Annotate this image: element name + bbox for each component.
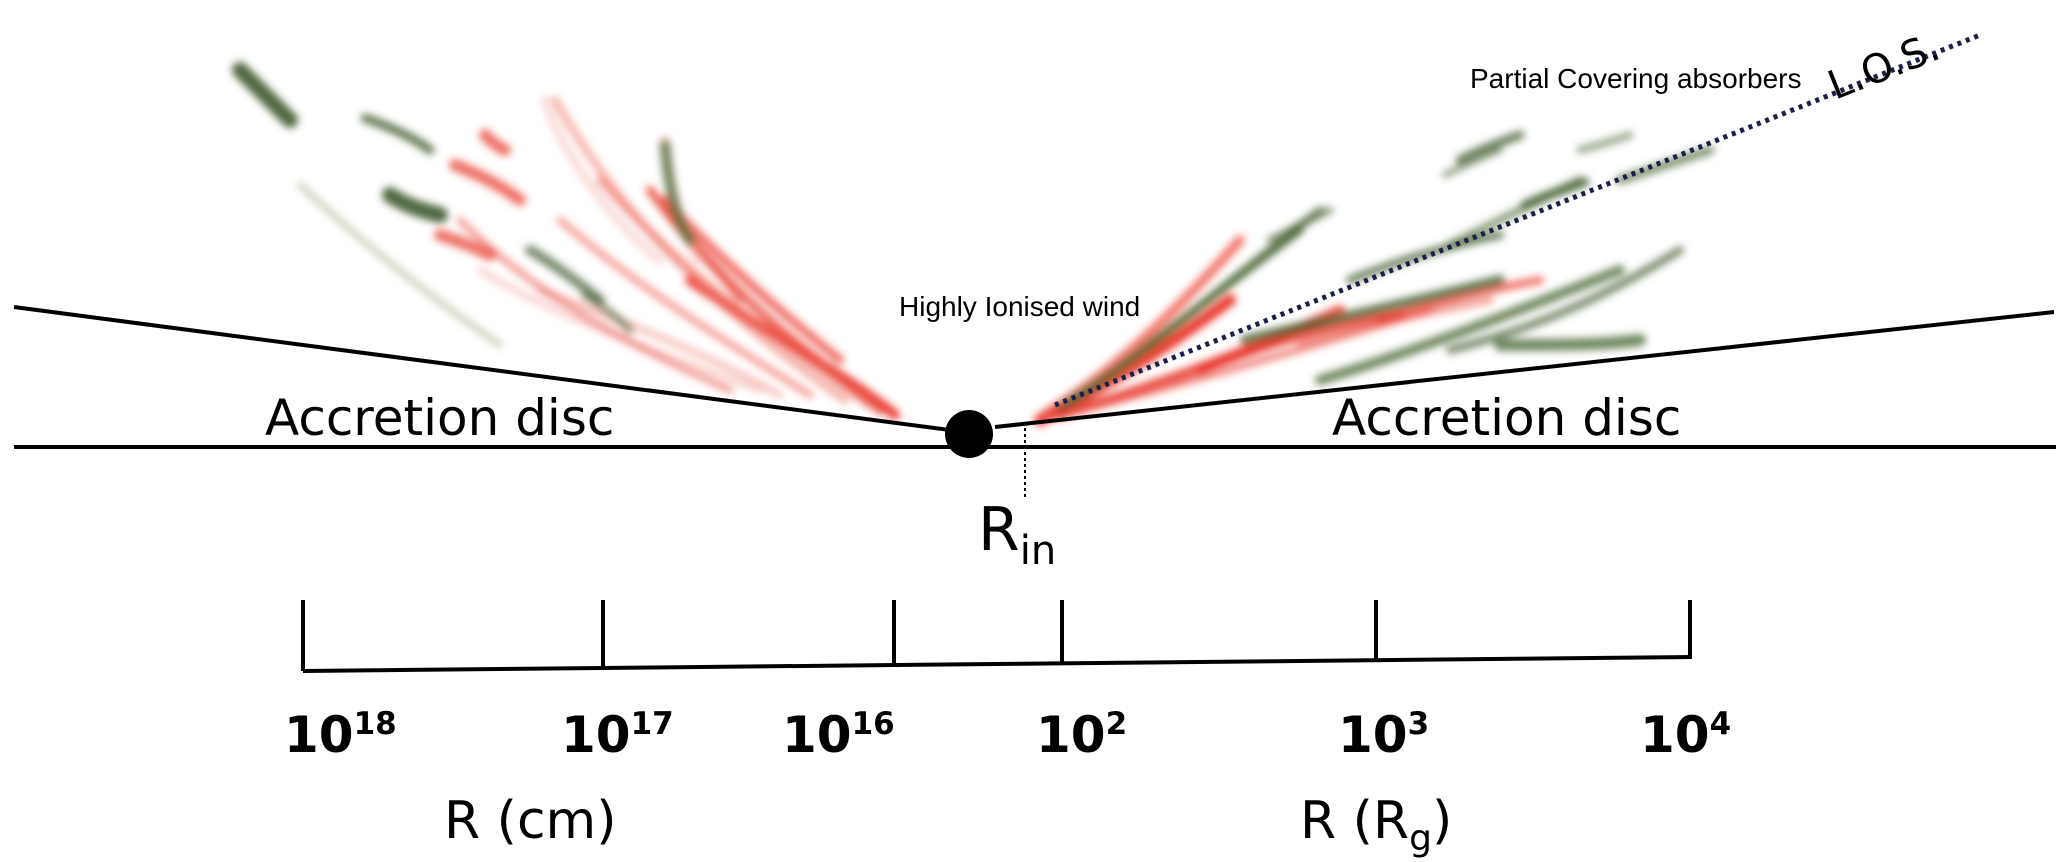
wind-streak xyxy=(479,129,511,156)
tick-label: 104 xyxy=(1640,706,1731,764)
absorber-clump xyxy=(1266,206,1334,244)
absorber-clump xyxy=(1315,265,1625,385)
absorber-clump xyxy=(1494,334,1646,351)
absorber-clump xyxy=(1442,147,1503,178)
axis-title-rg: R (Rg) xyxy=(1300,791,1452,859)
wind-streak xyxy=(1376,276,1544,324)
absorber-clump xyxy=(382,187,448,223)
line-of-sight xyxy=(1054,32,1981,408)
partial-covering-absorbers-label: Partial Covering absorbers xyxy=(1470,63,1802,94)
accretion-disc-label-right: Accretion disc xyxy=(1332,389,1681,447)
black-hole xyxy=(945,410,993,458)
wind-streak xyxy=(434,229,496,261)
scale-baseline xyxy=(302,655,1693,673)
tick-label: 1016 xyxy=(782,706,895,764)
absorber-clump xyxy=(525,245,605,305)
wind-streak xyxy=(556,216,814,399)
wind-streak xyxy=(449,159,526,206)
tick-label: 102 xyxy=(1036,706,1127,764)
left-wind-streaks xyxy=(232,62,900,420)
tick-label: 1018 xyxy=(284,706,397,764)
accretion-disc xyxy=(13,305,2056,449)
absorber-clump xyxy=(297,182,503,348)
highly-ionised-wind-label: Highly Ionised wind xyxy=(899,291,1140,322)
tick-label: 1017 xyxy=(561,706,674,764)
wind-streak xyxy=(1066,206,1324,404)
wind-streak xyxy=(536,286,784,399)
absorber-clump xyxy=(1520,177,1590,210)
wind-streak xyxy=(551,96,849,404)
absorber-clump xyxy=(659,139,696,246)
r-in-label: Rin xyxy=(978,495,1056,574)
wind-streak xyxy=(1195,310,1405,375)
absorber-clump xyxy=(1576,131,1634,154)
accretion-disc-label-left: Accretion disc xyxy=(265,389,614,447)
axis-title-cm: R (cm) xyxy=(444,791,616,851)
wind-streak xyxy=(1296,296,1494,349)
absorber-clump xyxy=(1240,275,1505,345)
disc-upper-edge-left xyxy=(13,305,966,434)
scale-tick-labels: 1018 1017 1016 102 103 104 xyxy=(284,706,1731,764)
absorber-clump xyxy=(1446,246,1684,354)
absorber-clump xyxy=(232,62,298,128)
absorber-clump xyxy=(360,113,435,155)
absorber-clump xyxy=(1615,145,1715,185)
absorber-clump xyxy=(1455,130,1525,165)
disc-upper-edge-right xyxy=(994,310,2055,429)
absorber-clump xyxy=(1346,231,1504,284)
line-of-sight-label: L.O.S. xyxy=(1822,24,1946,109)
tick-label: 103 xyxy=(1338,706,1429,764)
wind-streak xyxy=(540,95,665,265)
absorber-clump xyxy=(581,291,634,334)
scale-bar xyxy=(301,600,1693,673)
